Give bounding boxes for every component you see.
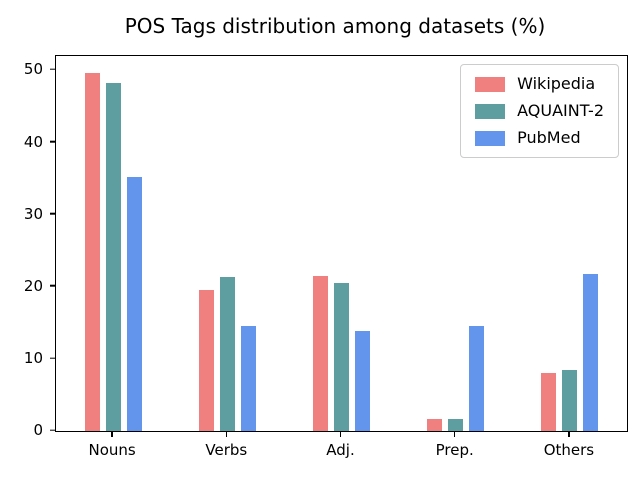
x-tick-label-adj: Adj. xyxy=(326,441,355,459)
bar-wikipedia-verbs xyxy=(198,289,214,431)
bar-aquaint-2-prep xyxy=(448,418,464,431)
legend-label-wikipedia: Wikipedia xyxy=(517,74,596,93)
bar-wikipedia-adj xyxy=(313,275,328,431)
bar-aquaint-2-adj xyxy=(334,283,349,431)
x-tick-label-nouns: Nouns xyxy=(88,441,136,459)
legend-item-wikipedia: Wikipedia xyxy=(475,76,604,92)
x-tick-label-prep: Prep. xyxy=(435,441,474,459)
y-tick-label-20: 20 xyxy=(23,276,43,295)
bar-aquaint-2-others xyxy=(562,370,578,431)
y-tick-mark-30 xyxy=(50,212,55,215)
x-tick-label-verbs: Verbs xyxy=(205,441,248,459)
y-tick-label-10: 10 xyxy=(23,348,43,367)
bar-wikipedia-prep xyxy=(427,418,443,431)
bar-pubmed-verbs xyxy=(240,326,256,431)
y-tick-label-50: 50 xyxy=(23,60,43,79)
bar-pubmed-prep xyxy=(469,326,485,431)
x-axis: Nouns Verbs Adj. Prep. Others xyxy=(55,432,626,459)
bar-group-others xyxy=(513,56,627,431)
x-cell-verbs: Verbs xyxy=(169,432,283,459)
x-cell-adj: Adj. xyxy=(283,432,397,459)
plot-area: Wikipedia AQUAINT-2 PubMed xyxy=(55,55,628,432)
legend-swatch-aquaint-2 xyxy=(475,103,506,119)
y-tick-label-40: 40 xyxy=(23,132,43,151)
x-tick-mark-verbs xyxy=(225,432,227,437)
bar-aquaint-2-nouns xyxy=(105,83,121,431)
bar-aquaint-2-verbs xyxy=(219,277,235,431)
x-tick-mark-adj xyxy=(339,432,342,437)
x-tick-label-others: Others xyxy=(543,441,595,459)
x-tick-mark-prep xyxy=(454,432,456,437)
bar-pubmed-nouns xyxy=(126,177,142,431)
y-tick-label-30: 30 xyxy=(23,204,43,223)
legend-swatch-wikipedia xyxy=(475,76,506,92)
legend: Wikipedia AQUAINT-2 PubMed xyxy=(460,64,619,158)
x-cell-others: Others xyxy=(512,432,626,459)
chart-title: POS Tags distribution among datasets (%) xyxy=(124,14,546,38)
bar-pubmed-adj xyxy=(355,330,370,431)
y-tick-mark-0 xyxy=(50,429,55,431)
x-cell-prep: Prep. xyxy=(398,432,512,459)
x-cell-nouns: Nouns xyxy=(55,432,169,459)
legend-label-pubmed: PubMed xyxy=(517,128,581,147)
legend-item-aquaint-2: AQUAINT-2 xyxy=(475,103,604,119)
legend-label-aquaint-2: AQUAINT-2 xyxy=(517,101,604,120)
bar-groups xyxy=(56,56,627,431)
x-tick-mark-others xyxy=(568,432,570,437)
legend-swatch-pubmed xyxy=(475,130,506,146)
bar-group-verbs xyxy=(170,56,284,431)
bar-pubmed-others xyxy=(583,273,599,431)
bar-group-nouns xyxy=(56,56,170,431)
y-axis: 0 10 20 30 40 50 xyxy=(0,55,55,439)
y-tick-mark-20 xyxy=(50,285,55,287)
bar-group-prep xyxy=(399,56,513,431)
y-tick-mark-40 xyxy=(50,140,55,143)
y-tick-label-0: 0 xyxy=(33,421,43,439)
legend-item-pubmed: PubMed xyxy=(475,130,604,146)
bar-wikipedia-others xyxy=(541,373,557,431)
bar-group-adj xyxy=(284,56,398,431)
y-tick-mark-50 xyxy=(50,68,55,71)
y-tick-mark-10 xyxy=(50,357,55,359)
x-tick-mark-nouns xyxy=(111,432,113,437)
bar-wikipedia-nouns xyxy=(84,72,100,431)
